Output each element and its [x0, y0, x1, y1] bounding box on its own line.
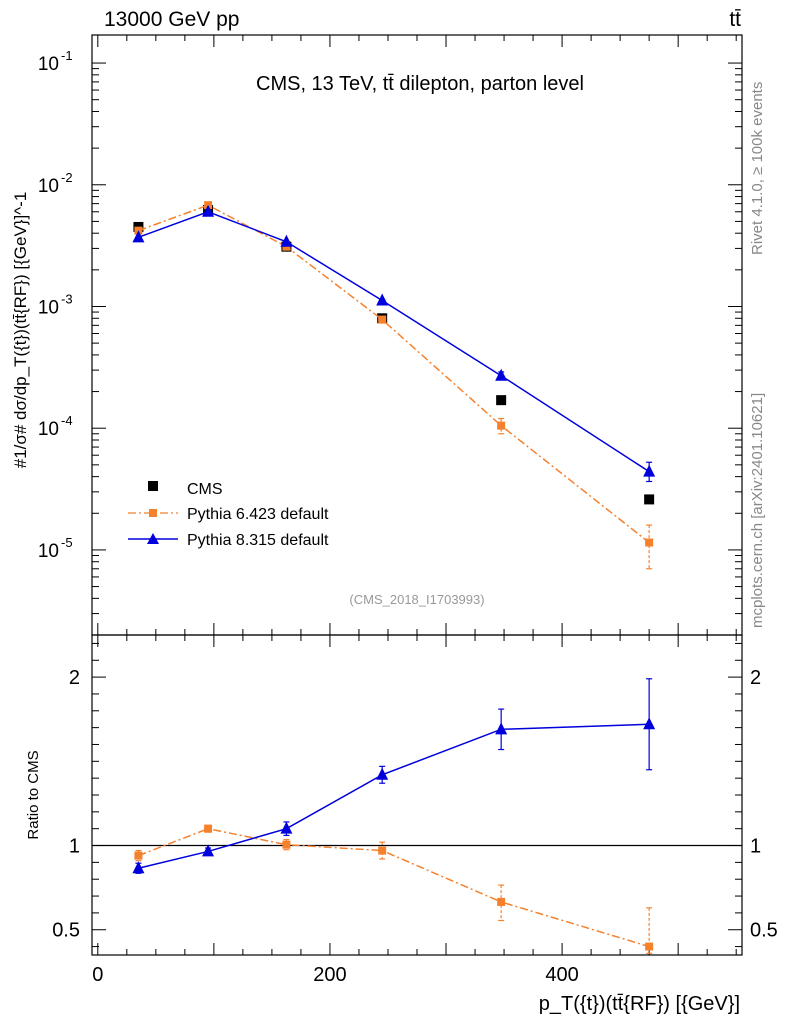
- ratio-pythia8-point: [132, 861, 145, 874]
- ratio-pythia8-line: [138, 723, 650, 869]
- main-y-axis-label: #1/σ# dσ/dp_T({t})(tt̄{RF}) [{GeV}]^-1: [11, 192, 30, 469]
- cms-point: [644, 494, 655, 505]
- ratio-pythia6-point: [204, 824, 213, 833]
- legend-label-cms: CMS: [187, 481, 223, 498]
- cms-point: [496, 395, 507, 406]
- ratio-plot-frame: [91, 634, 743, 956]
- pythia6-point: [645, 538, 654, 547]
- ratio-pythia8-point: [376, 767, 389, 780]
- pythia6-point: [378, 315, 387, 324]
- rivet-label: Rivet 4.1.0, ≥ 100k events: [749, 82, 766, 255]
- analysis-id: (CMS_2018_I1703993): [349, 592, 484, 607]
- pythia8-point: [643, 464, 656, 477]
- ratio-y-tick-label: 2: [69, 667, 80, 689]
- ratio-pythia6-point: [645, 942, 654, 951]
- ratio-pythia8-point: [643, 717, 656, 730]
- legend-marker-pythia8: [147, 533, 159, 544]
- pythia8-point: [376, 293, 389, 306]
- energy-label: 13000 GeV pp: [104, 8, 239, 31]
- pythia8-line: [138, 210, 650, 473]
- pythia8-point: [202, 204, 215, 217]
- process-label: tt̄: [729, 8, 741, 31]
- ratio-pythia6-point: [378, 846, 387, 855]
- legend-marker-pythia6: [149, 509, 157, 517]
- x-tick-label: 0: [92, 964, 103, 986]
- pythia8-point: [495, 368, 508, 381]
- ratio-pythia6-point: [134, 851, 143, 860]
- legend-label-pythia6: Pythia 6.423 default: [187, 506, 329, 523]
- ratio-y-tick-label-right: 2: [750, 667, 761, 689]
- legend-marker-cms: [148, 481, 158, 491]
- main-y-tick-label: 10: [38, 419, 59, 440]
- main-y-tick-label: 10: [38, 541, 59, 562]
- ratio-pythia8-point: [202, 844, 215, 857]
- main-plot-title: CMS, 13 TeV, tt̄ dilepton, parton level: [256, 73, 584, 95]
- ratio-pythia6-point: [282, 840, 291, 849]
- ratio-pythia8-point: [495, 722, 508, 735]
- x-tick-label: 400: [545, 964, 578, 986]
- pythia6-point: [497, 421, 506, 430]
- main-y-tick-label: 10: [38, 54, 59, 75]
- main-y-tick-label-exponent: -5: [61, 535, 73, 550]
- ratio-pythia6-point: [497, 897, 506, 906]
- ratio-y-tick-label: 0.5: [52, 920, 80, 942]
- main-y-tick-label-exponent: -2: [61, 170, 73, 185]
- main-y-tick-label-exponent: -4: [61, 413, 73, 428]
- pythia8-point: [132, 230, 145, 243]
- ratio-y-tick-label-right: 0.5: [750, 920, 778, 942]
- pythia8-point: [280, 234, 293, 247]
- ratio-y-tick-label: 1: [69, 836, 80, 858]
- ratio-y-tick-label-right: 1: [750, 836, 761, 858]
- main-y-tick-label-exponent: -1: [61, 48, 73, 63]
- legend-label-pythia8: Pythia 8.315 default: [187, 532, 329, 549]
- main-y-tick-label: 10: [38, 297, 59, 318]
- ratio-pythia6-line: [138, 827, 650, 948]
- legend: CMS Pythia 6.423 default Pythia 8.315 de…: [128, 481, 329, 549]
- main-y-tick-label: 10: [38, 176, 59, 197]
- ratio-y-axis-label: Ratio to CMS: [25, 750, 42, 839]
- source-label: mcplots.cern.ch [arXiv:2401.10621]: [749, 393, 766, 628]
- x-tick-label: 200: [313, 964, 346, 986]
- x-axis-label: p_T({t})(tt̄{RF}) [{GeV}]: [539, 993, 740, 1015]
- ratio-pythia8-point: [280, 821, 293, 834]
- main-y-tick-label-exponent: -3: [61, 291, 73, 306]
